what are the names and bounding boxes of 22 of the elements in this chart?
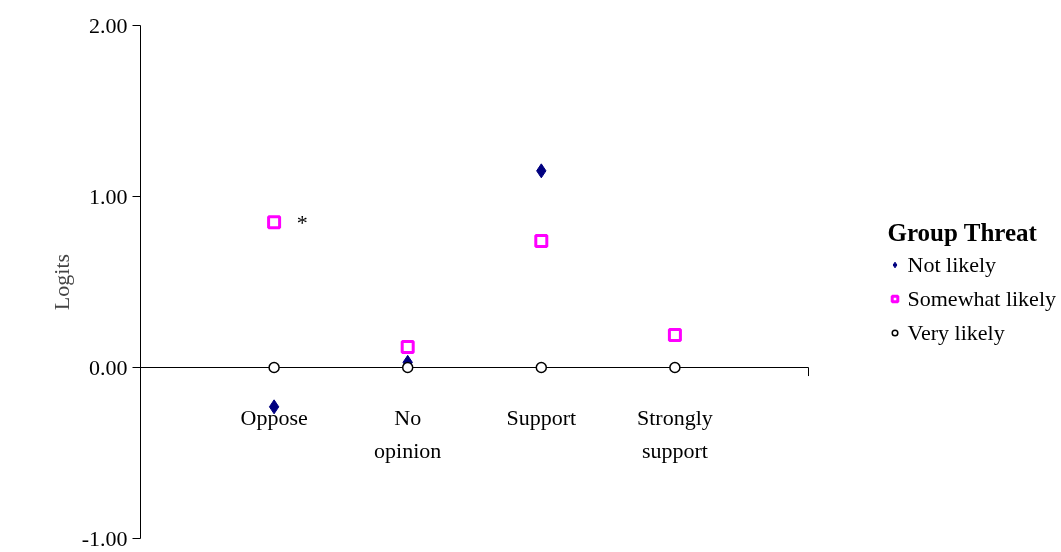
point [535, 361, 548, 374]
legend-label: Not likely [907, 251, 997, 277]
legend-label: Somewhat likely [907, 285, 1056, 311]
legend-label: Very likely [907, 319, 1005, 345]
point [669, 361, 681, 374]
point [667, 328, 682, 343]
x-tick-label: Oppose [240, 405, 308, 431]
annotation: * [296, 209, 308, 235]
point [400, 339, 415, 354]
point [268, 361, 280, 374]
y-axis-title: Logits [48, 253, 74, 311]
y-tick-label: 1.00 [89, 183, 128, 209]
x-tick-label: Strongly support [637, 405, 713, 463]
x-tick-label: Support [506, 405, 577, 431]
x-tick-label: No opinion [374, 405, 442, 463]
y-tick-label: 0.00 [89, 354, 128, 380]
point [534, 233, 549, 248]
point [267, 215, 282, 230]
y-tick-label: 2.00 [89, 12, 128, 38]
y-tick-label: -1.00 [81, 525, 128, 551]
legend-title: Group Threat [887, 218, 1038, 246]
point [401, 361, 414, 374]
